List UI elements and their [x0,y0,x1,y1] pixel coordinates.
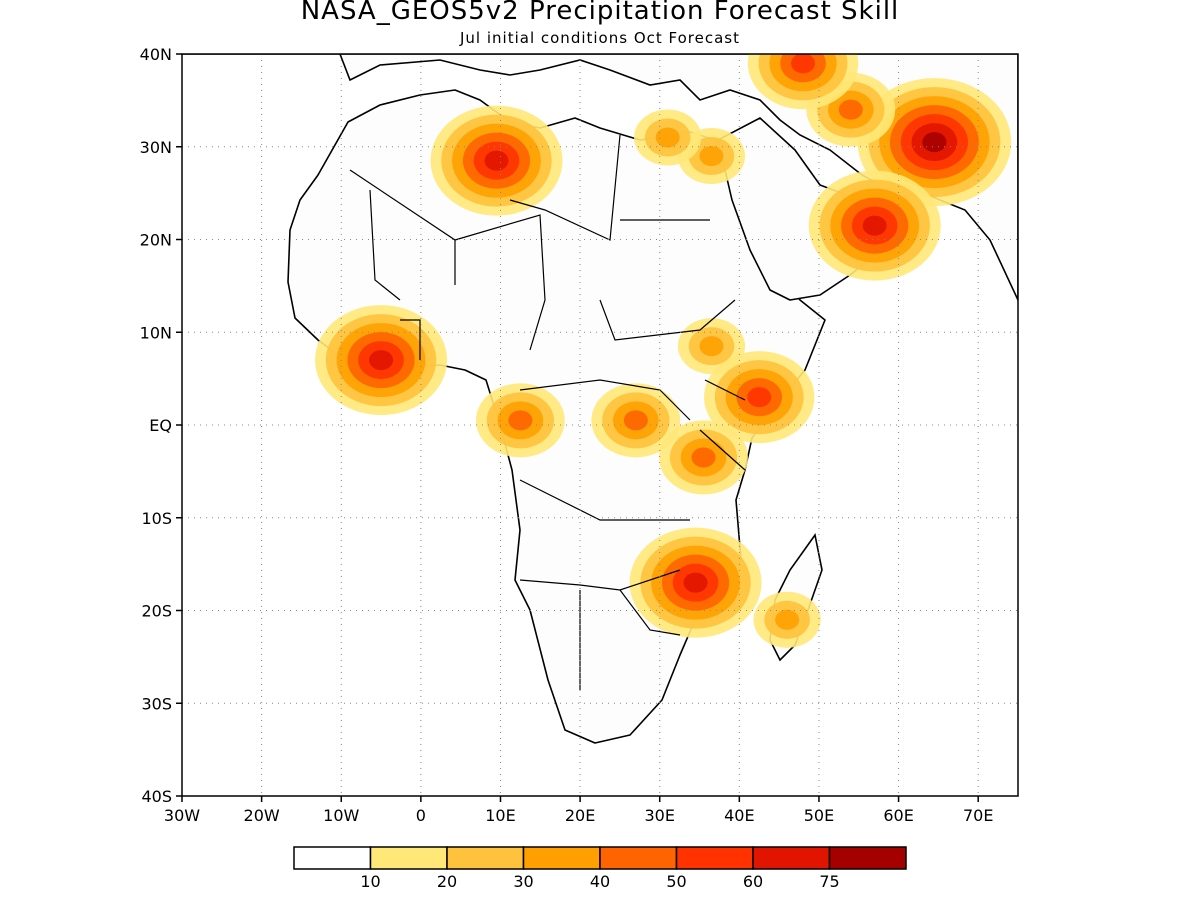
lon-tick-label: 20E [565,806,595,825]
colorbar-label: 40 [590,872,610,891]
lon-tick-label: 0 [416,806,426,825]
skill-contour [922,132,947,153]
lon-tick-label: 10W [323,806,359,825]
colorbar-swatch [369,846,448,870]
colorbar-label: 50 [666,872,686,891]
colorbar-label: 10 [360,872,380,891]
lon-tick-label: 50E [804,806,834,825]
lat-tick-label: 40N [140,45,172,64]
skill-contour [699,336,724,357]
skill-contour [623,410,648,431]
graticule [182,54,1018,796]
lon-tick-label: 30W [164,806,200,825]
colorbar-label: 75 [819,872,839,891]
lon-tick-label: 70E [963,806,993,825]
map-title: NASA_GEOS5v2 Precipitation Forecast Skil… [300,0,900,26]
skill-hotspot [659,420,748,495]
colorbar-swatch [675,846,754,870]
skill-contour [699,146,724,167]
skill-hotspot [315,305,448,416]
skill-hotspot [704,351,815,444]
lon-tick-label: 20W [244,806,280,825]
skill-contour [747,387,772,408]
skill-hotspot [430,105,563,216]
colorbar-swatch [752,846,831,870]
colorbar-label: 60 [743,872,763,891]
skill-contour [775,609,800,630]
colorbar-label: 30 [513,872,533,891]
lon-tick-label: 10E [485,806,515,825]
country-borders [349,134,746,690]
skill-contour [508,410,533,431]
skill-hotspot [629,527,762,638]
skill-hotspot [808,170,941,281]
map-subtitle: Jul initial conditions Oct Forecast [460,29,740,47]
skill-hotspot [747,54,859,110]
skill-hotspot [591,383,681,458]
skill-contour [655,127,680,148]
skill-contour [484,150,509,171]
lon-tick-label: 60E [883,806,913,825]
skill-hotspot [475,383,565,458]
lat-tick-label: 10S [141,509,172,528]
skill-hotspot [634,109,702,166]
lat-tick-label: EQ [149,416,172,435]
lat-tick-label: 40S [141,787,172,806]
lon-tick-label: 40E [724,806,754,825]
lat-tick-label: 10N [140,323,172,342]
colorbar-swatch [522,846,601,870]
skill-contour [683,572,708,593]
skill-contour [791,54,816,74]
colorbar-swatch [828,846,907,870]
colorbar-label: 20 [437,872,457,891]
lat-tick-label: 20S [141,602,172,621]
skill-shading [315,54,1012,648]
skill-contour [691,447,716,468]
colorbar-swatch [293,846,372,870]
skill-contour [862,215,887,236]
colorbar-swatch [599,846,678,870]
skill-hotspot [677,318,746,375]
colorbar: 10 20 30 40 50 60 75 [293,846,907,891]
lat-tick-label: 30S [141,694,172,713]
skill-contour [838,99,863,120]
skill-contour [369,350,394,371]
skill-hotspot [753,591,821,648]
lon-tick-label: 30E [644,806,674,825]
colorbar-swatch [446,846,525,870]
lat-tick-label: 30N [140,138,172,157]
lat-tick-label: 20N [140,231,172,250]
